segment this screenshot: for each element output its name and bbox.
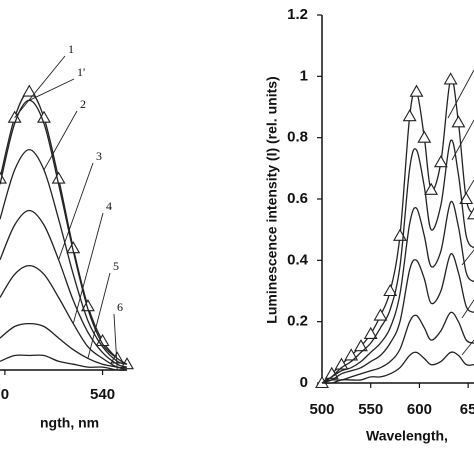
line-series <box>321 200 474 384</box>
line-series <box>321 311 474 384</box>
series-label: 4 <box>106 199 112 213</box>
marker <box>373 308 388 321</box>
leader-line <box>29 78 75 101</box>
y-tick-label: 0.2 <box>287 313 308 330</box>
leader-line <box>451 119 474 161</box>
x-axis-label: ngth, nm <box>40 415 99 431</box>
line-series <box>321 139 474 384</box>
x-tick-label: 600 <box>407 401 432 418</box>
x-tick-label: 540 <box>90 386 115 403</box>
series-label: 1' <box>77 65 85 79</box>
line-series <box>321 253 474 384</box>
marker <box>417 130 432 143</box>
series-label: 5 <box>113 259 119 273</box>
series-label: 2 <box>80 97 86 111</box>
y-tick-label: 0.6 <box>287 190 308 207</box>
marker <box>383 283 398 297</box>
marker <box>22 84 37 97</box>
x-tick-label: 550 <box>358 401 383 418</box>
line-series <box>0 264 128 369</box>
y-tick-label: 0.8 <box>287 129 308 146</box>
line-series <box>0 209 128 368</box>
y-tick-label: 0.4 <box>287 251 309 268</box>
leader-line <box>58 162 94 260</box>
line-series <box>0 354 128 371</box>
x-axis-label: Wavelength, <box>366 428 448 444</box>
y-tick-label: 1 <box>300 67 308 84</box>
leader-line <box>461 249 474 266</box>
line-series <box>0 322 128 371</box>
x-tick-label: 500 <box>309 401 334 418</box>
series-label: 6 <box>117 300 123 314</box>
leader-line <box>72 212 104 324</box>
line-series <box>0 99 128 365</box>
marker <box>334 357 349 370</box>
series-label: 3 <box>96 149 102 163</box>
marker <box>409 84 424 97</box>
line-series <box>0 90 128 365</box>
marker <box>402 109 417 122</box>
marker <box>324 366 339 379</box>
marker <box>424 182 439 195</box>
y-axis-label: Luminescence intensity (I) (rel. units) <box>264 76 280 323</box>
marker <box>433 155 448 168</box>
marker <box>344 348 359 361</box>
leader-line <box>14 55 66 118</box>
leader-line <box>461 179 474 201</box>
y-tick-label: 0 <box>300 374 308 391</box>
leader-line <box>43 110 78 171</box>
y-tick-label: 1.2 <box>287 6 308 23</box>
marker <box>354 339 368 352</box>
leader-line <box>87 272 111 359</box>
line-series <box>0 148 128 365</box>
line-series <box>321 77 474 384</box>
marker <box>467 207 474 220</box>
marker <box>363 326 378 339</box>
leader-line <box>461 299 474 319</box>
leader-line <box>447 69 474 119</box>
marker <box>443 72 458 85</box>
line-series <box>321 351 474 384</box>
series-label: 1 <box>68 42 74 56</box>
x-tick-label: 0 <box>1 386 9 403</box>
marker <box>451 115 466 128</box>
leader-line <box>461 339 474 356</box>
leader-line <box>113 313 118 371</box>
x-tick-label: 65 <box>460 401 474 418</box>
